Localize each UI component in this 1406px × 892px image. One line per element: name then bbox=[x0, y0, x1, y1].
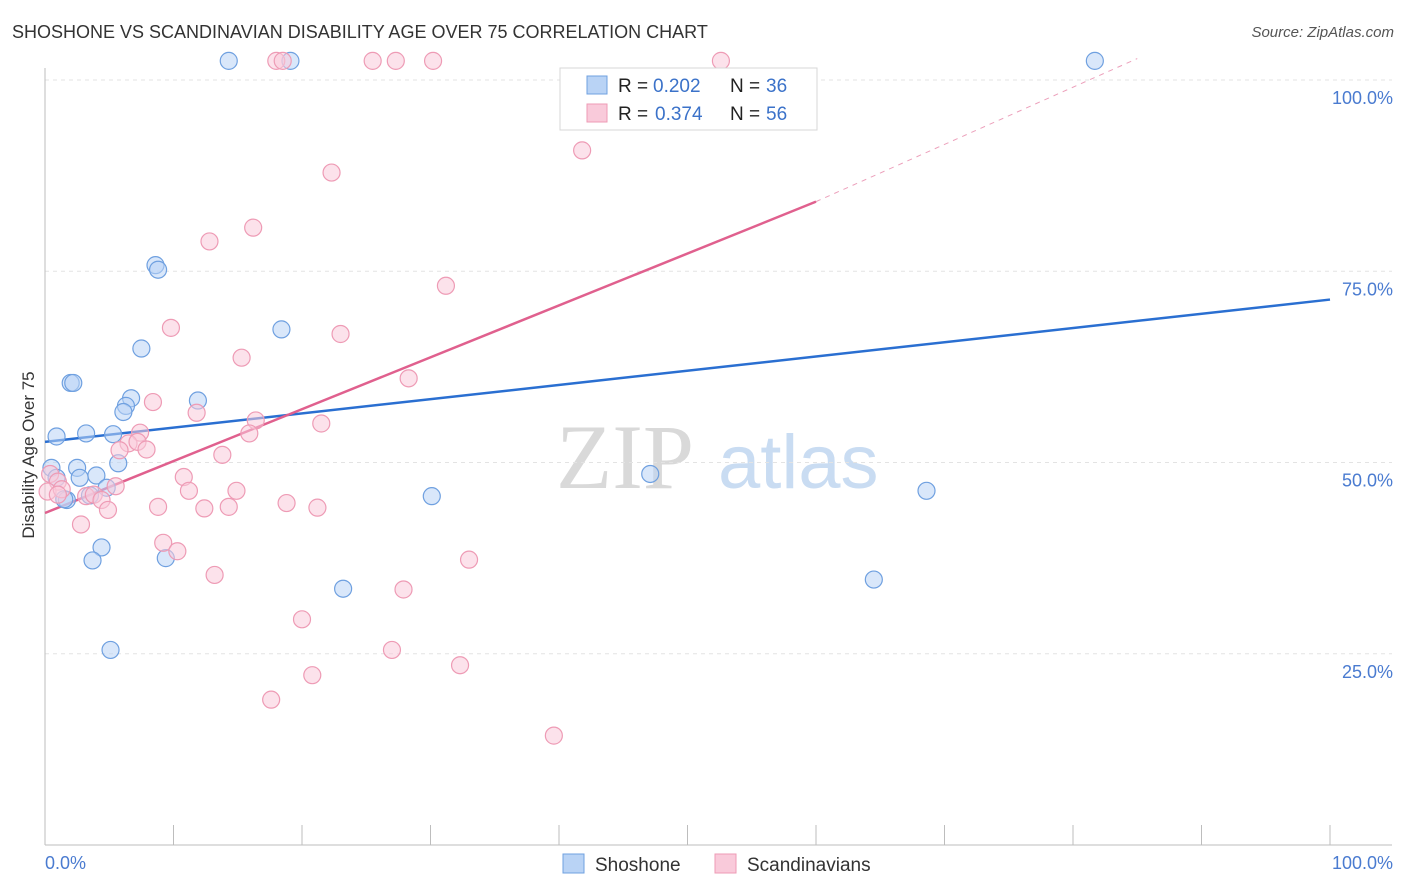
legend-label-shoshone: Shoshone bbox=[595, 855, 681, 876]
shoshone-point bbox=[64, 373, 83, 393]
scandinavians-point bbox=[195, 499, 214, 518]
shoshone-point bbox=[104, 425, 123, 444]
stats-n-label-scandinavians: N = bbox=[730, 104, 760, 125]
shoshone-point bbox=[864, 570, 883, 589]
scandinavians-point bbox=[399, 369, 418, 388]
scandinavians-point bbox=[322, 163, 341, 182]
scandinavians-point bbox=[98, 500, 118, 520]
y-tick-label: 25.0% bbox=[1342, 662, 1393, 682]
scandinavians-point bbox=[137, 440, 156, 459]
stats-legend-swatch-scandinavians bbox=[586, 103, 608, 123]
shoshone-point bbox=[101, 640, 120, 660]
gridlines: 25.0% 50.0% 75.0% 100.0% bbox=[45, 79, 1393, 682]
legend-swatch-scandinavians bbox=[714, 853, 737, 874]
scandinavians-point bbox=[48, 485, 67, 504]
scandinavians-point bbox=[262, 690, 281, 709]
scandinavians-point bbox=[292, 610, 312, 629]
shoshone-point bbox=[47, 427, 66, 446]
scandinavians-point bbox=[303, 666, 322, 685]
stats-n-value-shoshone: 36 bbox=[766, 76, 787, 97]
scandinavians-point bbox=[273, 51, 292, 70]
stats-r-label-scandinavians: R = bbox=[618, 104, 648, 125]
scandinavians-point bbox=[154, 533, 173, 552]
scandinavians-point bbox=[205, 565, 224, 585]
y-tick-label: 50.0% bbox=[1342, 471, 1393, 491]
x-tick-label: 0.0% bbox=[45, 853, 86, 873]
stats-r-value-scandinavians: 0.374 bbox=[655, 104, 703, 125]
shoshone-point bbox=[132, 339, 151, 358]
scandinavians-point bbox=[143, 392, 163, 412]
scandinavians-point bbox=[219, 497, 238, 516]
scandinavians-point bbox=[450, 656, 470, 675]
scandinavians-point bbox=[394, 580, 413, 599]
shoshone-point bbox=[87, 466, 106, 485]
scandinavians-point bbox=[213, 445, 232, 464]
shoshone-point bbox=[422, 487, 441, 506]
scandinavians-point bbox=[459, 550, 479, 569]
shoshone-point bbox=[148, 260, 168, 279]
series-legend: Shoshone Scandinavians bbox=[562, 853, 871, 876]
scandinavians-point bbox=[161, 318, 181, 337]
scandinavians-point bbox=[312, 414, 331, 433]
scandinavians-point bbox=[711, 51, 731, 70]
scandinavians-point bbox=[148, 497, 168, 516]
chart-title: SHOSHONE VS SCANDINAVIAN DISABILITY AGE … bbox=[12, 22, 708, 42]
shoshone-point bbox=[272, 320, 291, 339]
shoshone-point bbox=[219, 51, 238, 70]
y-tick-label: 100.0% bbox=[1332, 88, 1393, 108]
scandinavians-point bbox=[308, 498, 327, 517]
scandinavians-point bbox=[573, 141, 592, 160]
scandinavians-point bbox=[200, 232, 219, 251]
stats-n-label-shoshone: N = bbox=[730, 76, 760, 97]
scandinavians-point bbox=[544, 726, 563, 745]
scandinavians-point bbox=[187, 403, 206, 422]
shoshone-point bbox=[917, 481, 936, 500]
scandinavians-point bbox=[232, 348, 251, 367]
shoshone-point bbox=[114, 402, 133, 422]
data-points bbox=[38, 51, 1104, 745]
y-tick-label: 75.0% bbox=[1342, 279, 1393, 299]
scandinavians-point bbox=[386, 51, 405, 70]
y-axis-title: Disability Age Over 75 bbox=[19, 371, 38, 538]
scandinavians-point bbox=[71, 515, 91, 534]
scandinavians-point bbox=[168, 542, 187, 561]
shoshone-point bbox=[92, 538, 111, 557]
scandinavians-trend-line-extension bbox=[815, 58, 1138, 203]
scandinavians-point bbox=[382, 640, 402, 660]
scandinavians-point bbox=[227, 481, 246, 500]
stats-n-value-scandinavians: 56 bbox=[766, 104, 787, 125]
source-label: Source: ZipAtlas.com bbox=[1251, 24, 1394, 41]
shoshone-point bbox=[1085, 51, 1104, 70]
scandinavians-point bbox=[244, 218, 263, 237]
stats-r-label-shoshone: R = bbox=[618, 76, 648, 97]
shoshone-point bbox=[83, 551, 102, 570]
scandinavians-point bbox=[106, 477, 125, 496]
scandinavians-point bbox=[110, 441, 129, 460]
x-tick-label: 100.0% bbox=[1332, 853, 1393, 873]
watermark-zip: ZIP bbox=[556, 406, 694, 508]
shoshone-point bbox=[70, 468, 89, 487]
stats-r-value-shoshone: 0.202 bbox=[653, 76, 701, 97]
stats-legend: R = 0.202 N = 36 R = 0.374 N = 56 bbox=[559, 67, 818, 131]
scandinavians-point bbox=[331, 324, 350, 344]
scandinavians-point bbox=[423, 51, 443, 70]
scandinavians-point bbox=[179, 481, 199, 500]
shoshone-point bbox=[641, 464, 660, 484]
scandinavians-point bbox=[436, 276, 456, 295]
scandinavians-point bbox=[240, 424, 259, 443]
scandinavians-point bbox=[363, 51, 382, 70]
scandinavians-point bbox=[277, 493, 296, 513]
shoshone-point bbox=[334, 579, 353, 598]
legend-label-scandinavians: Scandinavians bbox=[747, 855, 871, 876]
stats-legend-swatch-shoshone bbox=[586, 75, 608, 95]
axes: 0.0% 100.0% bbox=[44, 68, 1393, 873]
scandinavians-trend-line bbox=[44, 200, 817, 515]
legend-swatch-shoshone bbox=[562, 853, 585, 874]
shoshone-point bbox=[77, 424, 96, 443]
